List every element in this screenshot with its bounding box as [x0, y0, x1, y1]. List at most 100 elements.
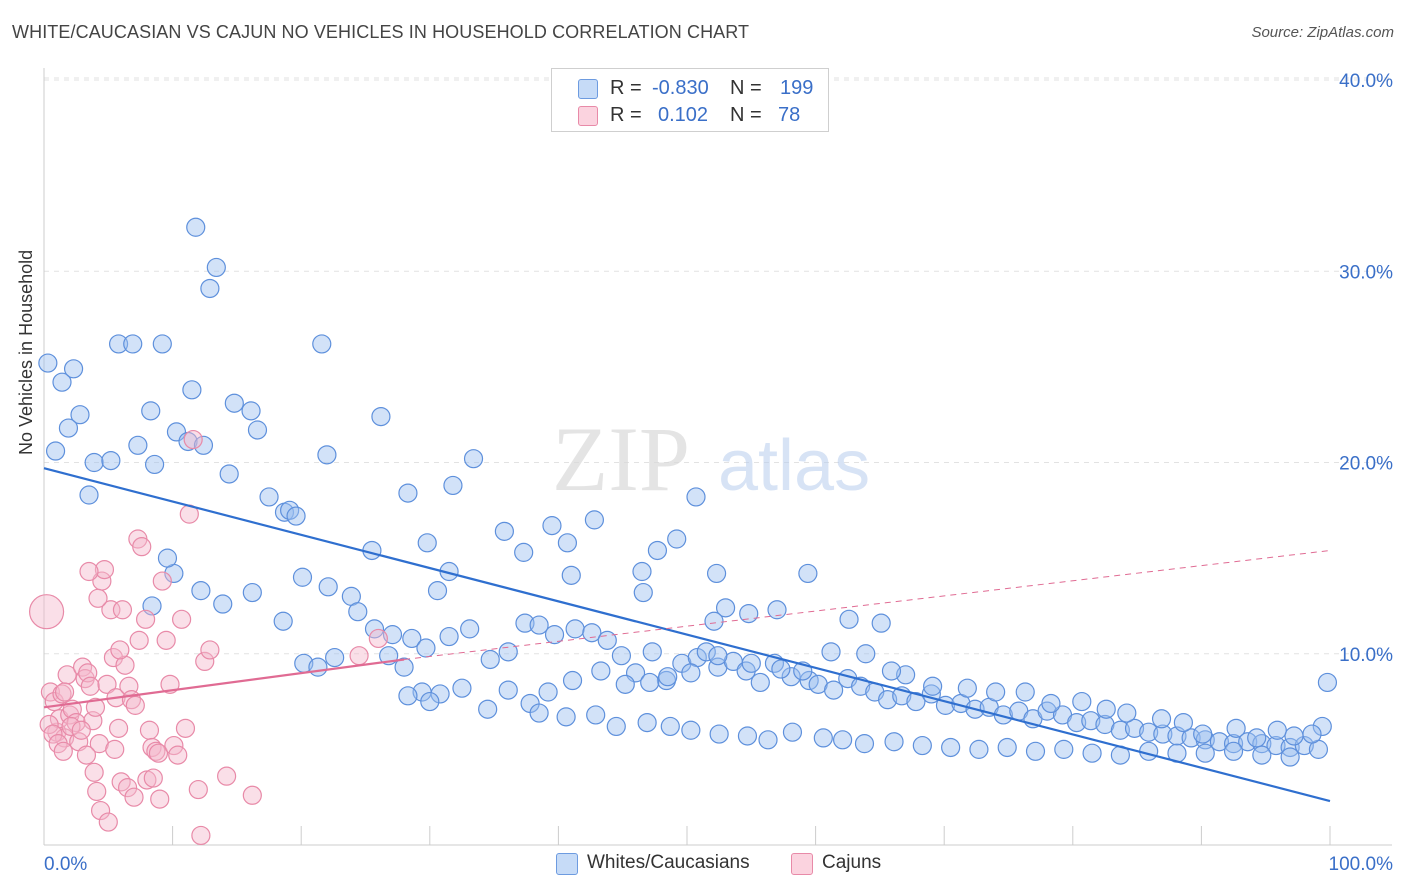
point-whites: [382, 625, 403, 645]
point-whites: [1081, 711, 1101, 731]
point-cajuns: [217, 766, 237, 786]
point-whites: [658, 667, 678, 687]
point-whites: [247, 420, 268, 440]
point-whites: [556, 707, 576, 727]
point-cajuns: [156, 630, 176, 650]
point-whites: [460, 619, 480, 639]
point-cajuns: [135, 609, 156, 629]
point-cajuns: [172, 609, 192, 629]
point-cajuns: [139, 720, 160, 740]
point-whites: [364, 619, 385, 639]
point-whites: [219, 464, 239, 484]
point-whites: [157, 548, 178, 568]
point-whites: [1252, 734, 1272, 754]
watermark-zip: ZIP: [552, 408, 690, 510]
point-whites: [824, 680, 844, 700]
point-whites: [739, 603, 759, 624]
legend-swatch-whites: [578, 79, 598, 99]
point-whites: [781, 667, 801, 687]
point-whites: [463, 449, 484, 469]
point-whites: [515, 613, 535, 633]
point-whites: [398, 483, 418, 503]
point-cajuns: [368, 628, 388, 649]
point-whites: [63, 359, 84, 379]
point-whites: [681, 663, 701, 683]
point-whites: [615, 674, 635, 694]
y-tick-label: 20.0%: [1339, 454, 1393, 475]
trend-line-cajuns: [43, 658, 405, 709]
point-whites: [241, 401, 261, 421]
point-whites: [1139, 722, 1159, 742]
point-cajuns: [168, 745, 188, 765]
point-whites: [1025, 741, 1046, 761]
point-whites: [417, 533, 437, 553]
point-whites: [884, 732, 904, 752]
point-cajuns: [43, 724, 63, 744]
point-whites: [969, 739, 989, 759]
correlation-legend: R = -0.830 N = 199 R = 0.102 N = 78: [551, 68, 829, 132]
point-whites: [1247, 728, 1267, 748]
point-whites: [813, 728, 833, 748]
point-whites: [906, 691, 926, 712]
point-whites: [741, 653, 761, 673]
point-cajuns: [175, 718, 196, 738]
point-whites: [941, 737, 961, 758]
point-whites: [273, 611, 293, 631]
point-whites: [1223, 734, 1244, 754]
point-whites: [597, 630, 617, 650]
point-whites: [1193, 724, 1213, 744]
legend-r-label: R =: [610, 77, 642, 99]
point-cajuns: [150, 789, 170, 809]
point-whites: [1294, 735, 1314, 756]
point-whites: [586, 705, 606, 725]
x-tick-label-min: 0.0%: [44, 854, 87, 875]
point-whites: [529, 703, 549, 723]
point-whites: [398, 686, 418, 706]
series-whites-points: [38, 217, 1338, 767]
point-whites: [997, 737, 1017, 758]
point-whites: [1317, 672, 1338, 693]
point-whites: [144, 454, 165, 475]
point-whites: [667, 529, 687, 549]
point-whites: [696, 642, 716, 662]
point-whites: [494, 521, 514, 541]
legend-r-label: R =: [610, 104, 642, 126]
point-whites: [286, 506, 306, 526]
point-whites: [123, 334, 143, 354]
point-whites: [565, 619, 585, 639]
point-cajuns: [191, 825, 211, 846]
point-cajuns: [115, 655, 135, 675]
point-whites: [1041, 693, 1061, 714]
point-whites: [213, 594, 233, 614]
point-cajuns: [79, 561, 99, 582]
point-cajuns: [84, 762, 104, 782]
point-whites: [557, 533, 578, 553]
point-whites: [686, 487, 706, 507]
point-whites: [542, 516, 562, 536]
point-cajuns: [148, 743, 169, 763]
point-cajuns: [90, 800, 111, 821]
point-whites: [312, 334, 332, 354]
point-cajuns: [143, 768, 163, 788]
point-whites: [292, 567, 313, 587]
point-whites: [681, 720, 701, 740]
point-whites: [182, 380, 202, 400]
point-whites: [704, 611, 724, 631]
legend-n-label: N =: [730, 77, 762, 99]
point-whites: [957, 678, 977, 698]
point-cajuns: [108, 718, 129, 738]
legend-n-value-whites: 199: [780, 77, 814, 99]
point-whites: [191, 581, 211, 601]
point-whites: [412, 682, 432, 702]
point-cajuns: [105, 739, 125, 759]
point-whites: [478, 699, 498, 719]
point-whites: [1252, 745, 1272, 765]
point-whites: [715, 598, 736, 618]
point-whites: [767, 600, 787, 620]
point-whites: [856, 644, 876, 664]
y-tick-label: 40.0%: [1339, 71, 1393, 92]
point-cajuns: [242, 785, 262, 805]
point-cajuns: [71, 720, 91, 740]
point-whites: [1280, 747, 1300, 767]
point-whites: [642, 642, 662, 662]
